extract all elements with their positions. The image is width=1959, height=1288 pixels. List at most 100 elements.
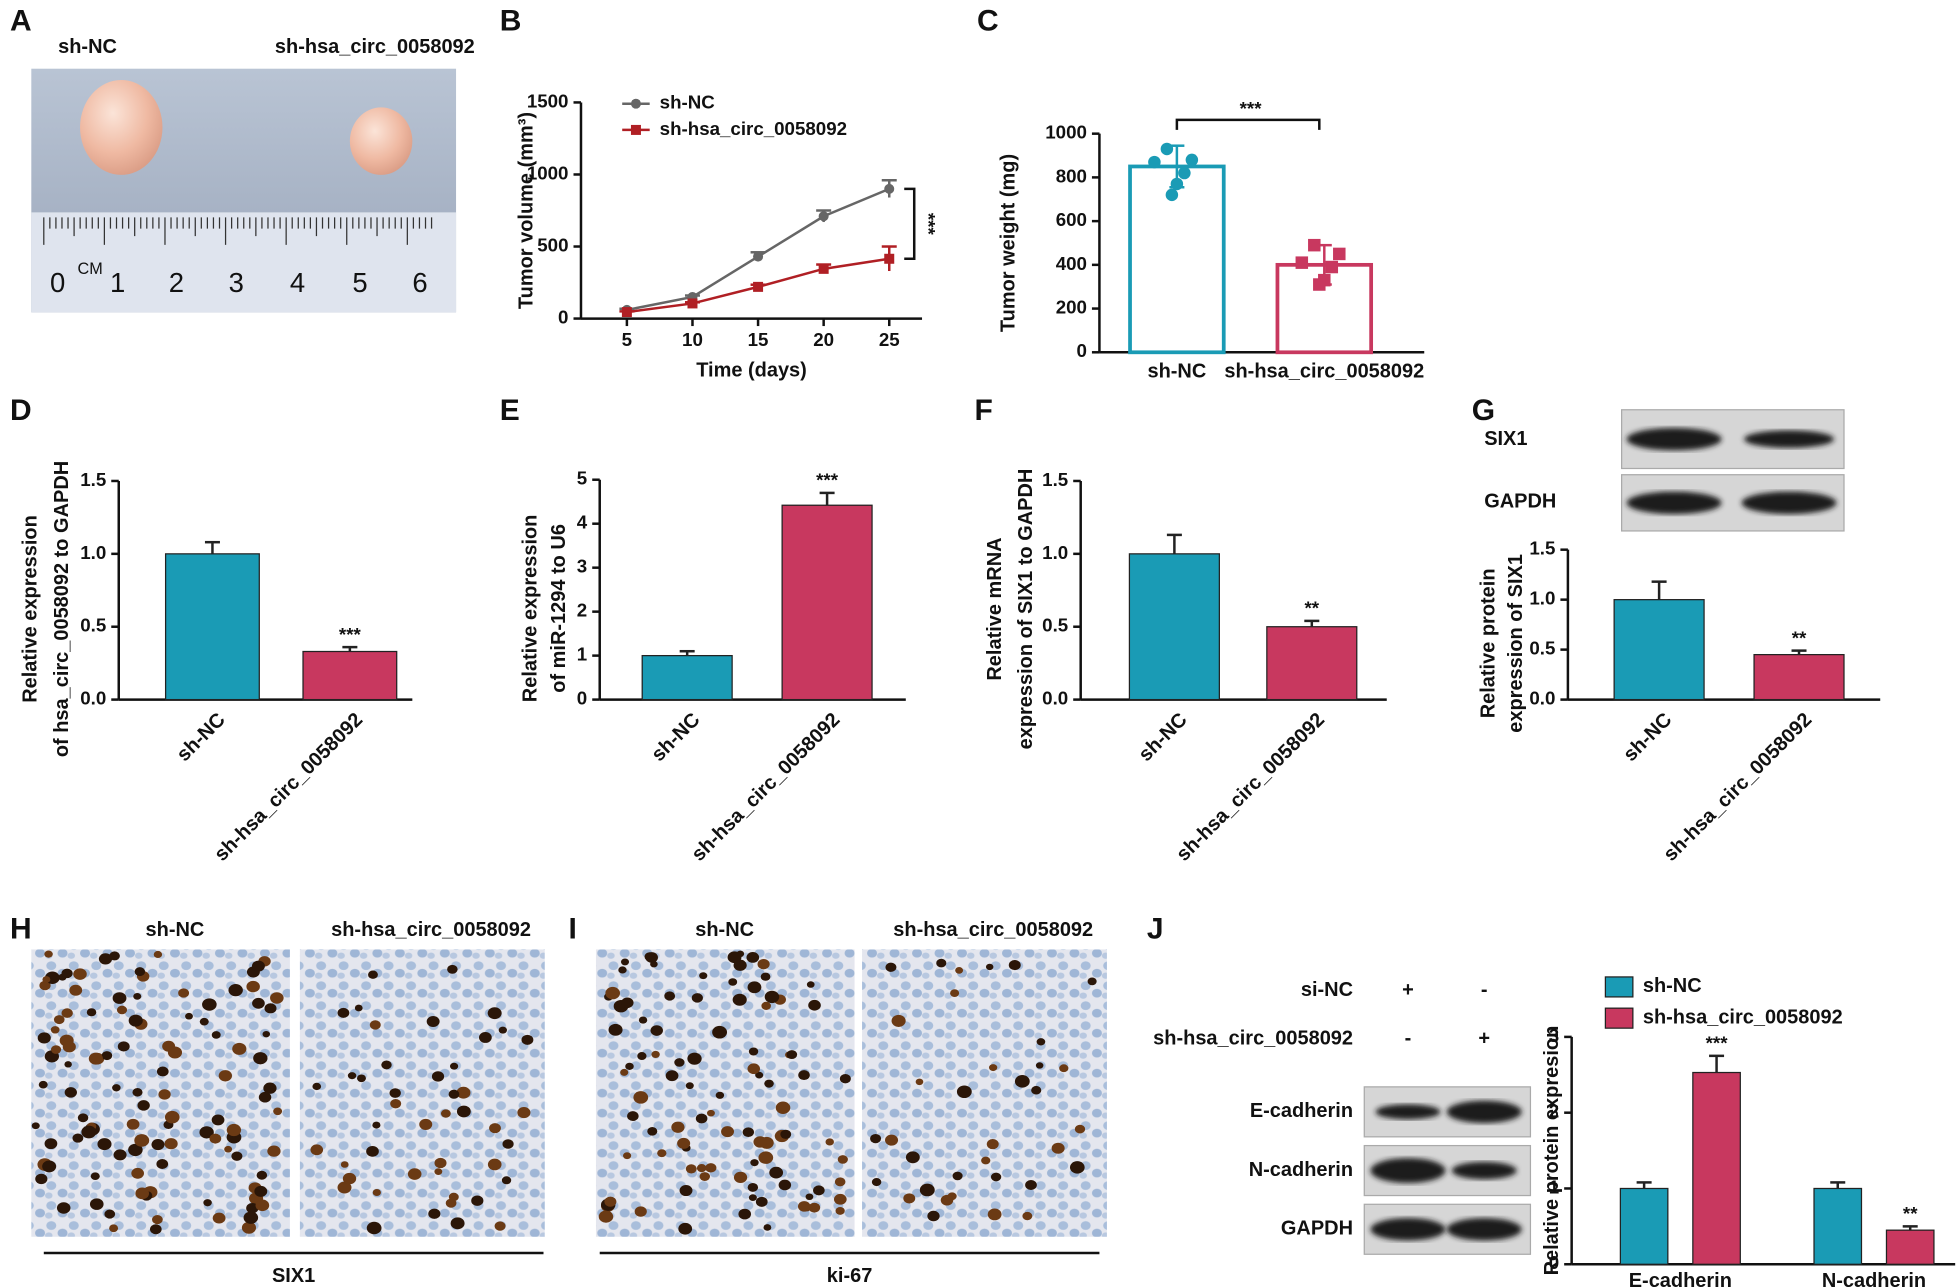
stained-nucleus <box>211 1031 221 1039</box>
stain-label: ki-67 <box>827 1265 873 1287</box>
stained-nucleus <box>126 1118 140 1130</box>
ruler <box>31 212 457 313</box>
stained-nucleus <box>270 992 284 1004</box>
stained-nucleus <box>202 998 217 1011</box>
blot-band <box>1370 1158 1446 1184</box>
stained-nucleus <box>112 992 127 1004</box>
stained-nucleus <box>440 1109 451 1118</box>
x-tick-label: sh-hsa_circ_0058092 <box>687 709 844 866</box>
bar <box>302 650 398 701</box>
error-bar <box>679 649 695 656</box>
stained-nucleus <box>825 1138 834 1146</box>
legend-marker <box>630 98 641 109</box>
x-tick-label: sh-hsa_circ_0058092 <box>1172 709 1329 866</box>
stained-nucleus <box>419 1118 433 1130</box>
stained-nucleus <box>445 1198 457 1208</box>
stained-nucleus <box>310 1144 324 1156</box>
blot-band <box>1451 1161 1517 1180</box>
x-tick-label: 25 <box>879 329 900 350</box>
x-tick-label: sh-NC <box>173 709 230 766</box>
x-tick-label: sh-NC <box>647 709 704 766</box>
significance-bracket <box>1175 118 1321 130</box>
data-point <box>1178 166 1191 180</box>
stained-nucleus <box>915 1078 924 1086</box>
stained-nucleus <box>623 1152 632 1160</box>
stained-nucleus <box>389 1088 401 1098</box>
stained-nucleus <box>132 1087 143 1097</box>
panel-label: D <box>10 394 32 427</box>
stained-nucleus <box>61 1008 73 1018</box>
ihc-image <box>299 949 545 1237</box>
stained-nucleus <box>264 1003 277 1014</box>
stained-nucleus <box>337 1181 352 1194</box>
stained-nucleus <box>699 972 708 980</box>
stained-nucleus <box>1031 1085 1042 1095</box>
significance-label: *** <box>918 213 939 236</box>
ihc-image <box>862 949 1107 1237</box>
panel-label: B <box>500 4 522 37</box>
blot-band <box>1626 491 1722 515</box>
stained-nucleus <box>273 1107 283 1116</box>
condition-label: si-NC <box>1301 979 1353 1001</box>
stained-nucleus <box>224 1145 233 1153</box>
x-axis-label: Time (days) <box>696 359 807 381</box>
stained-nucleus <box>226 1123 242 1137</box>
y-axis-label: Relative expression <box>519 515 541 703</box>
stained-nucleus <box>50 1026 60 1034</box>
panel-label: G <box>1472 394 1495 427</box>
stained-nucleus <box>746 951 760 963</box>
stained-nucleus <box>262 1030 271 1038</box>
error-bar <box>1636 1181 1652 1189</box>
stained-nucleus <box>638 1016 648 1024</box>
stained-nucleus <box>604 1196 617 1207</box>
y-tick-label: 600 <box>1056 209 1087 230</box>
stained-nucleus <box>199 1017 209 1026</box>
significance-label: *** <box>1706 1033 1729 1054</box>
stained-nucleus <box>42 1160 57 1173</box>
stained-nucleus <box>56 1202 71 1214</box>
data-point <box>1165 188 1179 202</box>
significance-label: *** <box>339 624 362 645</box>
x-tick-label: sh-hsa_circ_0058092 <box>1659 709 1816 866</box>
stained-nucleus <box>211 1114 225 1126</box>
stained-nucleus <box>786 1050 798 1060</box>
stained-nucleus <box>50 1045 62 1054</box>
marker <box>753 281 764 292</box>
y-tick-label: 0.5 <box>1529 638 1555 659</box>
ruler-label: 5 <box>352 267 367 298</box>
y-tick-label: 1.0 <box>1042 542 1068 563</box>
stained-nucleus <box>755 1196 768 1207</box>
stained-nucleus <box>1036 1038 1046 1046</box>
stained-nucleus <box>1069 1161 1085 1174</box>
stained-nucleus <box>356 1074 366 1083</box>
stained-nucleus <box>732 993 747 1006</box>
stained-nucleus <box>164 1138 178 1150</box>
stained-nucleus <box>733 1171 748 1183</box>
blot-band <box>1446 1100 1522 1124</box>
y-tick-label: 0 <box>577 688 587 709</box>
stained-nucleus <box>152 1214 163 1225</box>
y-tick-label: 0.5 <box>1042 615 1068 636</box>
stained-nucleus <box>252 997 265 1009</box>
stained-nucleus <box>952 1171 963 1181</box>
condition-label: sh-hsa_circ_0058092 <box>1153 1028 1353 1050</box>
stained-nucleus <box>1008 959 1021 971</box>
stain-label: SIX1 <box>272 1265 315 1287</box>
stained-nucleus <box>870 1133 882 1144</box>
y-tick-label: 0 <box>1077 340 1087 361</box>
stained-nucleus <box>434 1157 447 1169</box>
stained-nucleus <box>775 1101 791 1114</box>
stained-nucleus <box>243 1211 259 1224</box>
data-point <box>1295 256 1309 269</box>
stained-nucleus <box>1014 1075 1030 1088</box>
stained-nucleus <box>42 976 51 983</box>
stained-nucleus <box>805 1193 814 1201</box>
data-point <box>1148 155 1161 169</box>
stained-nucleus <box>989 1064 998 1072</box>
stained-nucleus <box>1074 1124 1086 1134</box>
stained-nucleus <box>426 1016 440 1028</box>
group-label: sh-NC <box>58 36 117 58</box>
stained-nucleus <box>471 1195 484 1206</box>
stained-nucleus <box>112 1084 121 1092</box>
ruler-label: 4 <box>290 267 305 298</box>
